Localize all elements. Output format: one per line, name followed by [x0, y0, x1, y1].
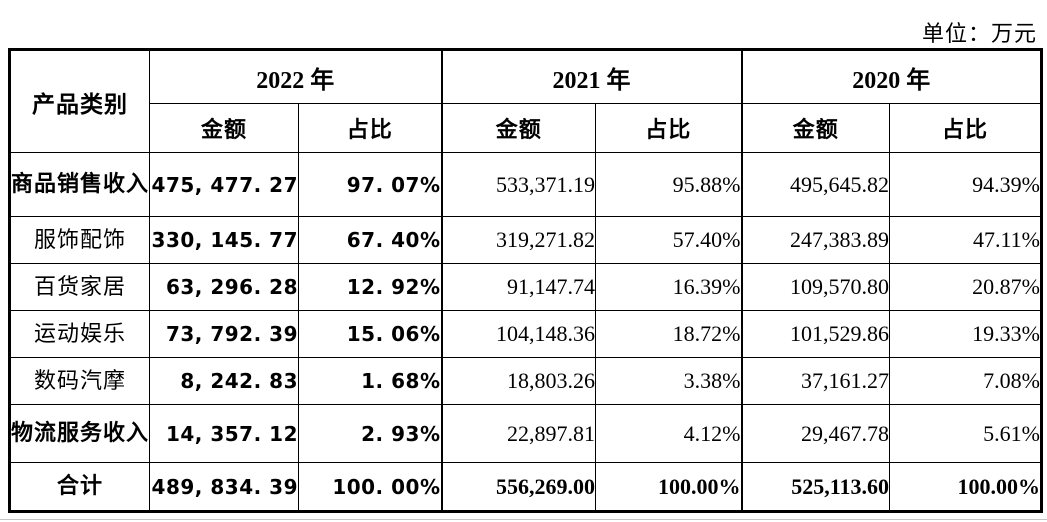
ratio-2021-cell: 3.38%: [595, 357, 742, 405]
corner-header-product-category: 产品类别: [9, 49, 150, 153]
table-row-general-merchandise-home: 百货家居 63, 296. 28 12. 92% 91,147.74 16.39…: [9, 263, 1042, 311]
ratio-2020-cell: 5.61%: [889, 404, 1042, 463]
year-header-2020: 2020 年: [740, 49, 1042, 104]
category-cell: 服饰配饰: [9, 216, 150, 264]
table-row-sports-entertainment: 运动娱乐 73, 792. 39 15. 06% 104,148.36 18.7…: [9, 310, 1042, 358]
ratio-header-2020: 占比: [889, 103, 1042, 153]
category-cell: 商品销售收入: [9, 152, 150, 217]
ratio-2022-cell: 15. 06%: [298, 310, 442, 358]
amount-2021-cell: 533,371.19: [440, 152, 596, 217]
category-cell: 数码汽摩: [9, 357, 150, 405]
year-header-2022: 2022 年: [149, 49, 442, 104]
year-header-2021: 2021 年: [440, 49, 742, 104]
page-bottom-divider: [0, 519, 1047, 520]
amount-2021-cell: 91,147.74: [440, 263, 596, 311]
amount-2022-cell: 73, 792. 39: [149, 310, 299, 358]
ratio-2021-cell: 16.39%: [595, 263, 742, 311]
unit-label: 单位：万元: [921, 21, 1037, 46]
ratio-2021-cell: 18.72%: [595, 310, 742, 358]
amount-2020-cell: 29,467.78: [740, 404, 890, 463]
amount-2020-cell: 525,113.60: [740, 462, 890, 512]
amount-header-2022: 金额: [149, 103, 299, 153]
amount-2022-cell: 475, 477. 27: [149, 152, 299, 217]
category-cell: 百货家居: [9, 263, 150, 311]
amount-2021-cell: 18,803.26: [440, 357, 596, 405]
table-row-digital-auto-moto: 数码汽摩 8, 242. 83 1. 68% 18,803.26 3.38% 3…: [9, 357, 1042, 405]
ratio-2020-cell: 20.87%: [889, 263, 1042, 311]
table-row-apparel-accessories: 服饰配饰 330, 145. 77 67. 40% 319,271.82 57.…: [9, 216, 1042, 264]
table-row-goods-sales-revenue: 商品销售收入 475, 477. 27 97. 07% 533,371.19 9…: [9, 152, 1042, 217]
table-header-years-row: 产品类别 2022 年 2021 年 2020 年: [9, 49, 1042, 153]
ratio-2022-cell: 1. 68%: [298, 357, 442, 405]
amount-2022-cell: 8, 242. 83: [149, 357, 299, 405]
ratio-2022-cell: 2. 93%: [298, 404, 442, 463]
amount-2020-cell: 37,161.27: [740, 357, 890, 405]
ratio-2020-cell: 94.39%: [889, 152, 1042, 217]
amount-2022-cell: 14, 357. 12: [149, 404, 299, 463]
product-category-revenue-table: 产品类别 2022 年 2021 年 2020 年 金额 占比 金额 占比 金额…: [8, 48, 1043, 513]
ratio-2022-cell: 67. 40%: [298, 216, 442, 264]
category-cell: 合计: [9, 462, 150, 512]
amount-2021-cell: 104,148.36: [440, 310, 596, 358]
ratio-2020-cell: 7.08%: [889, 357, 1042, 405]
ratio-2020-cell: 47.11%: [889, 216, 1042, 264]
amount-2020-cell: 101,529.86: [740, 310, 890, 358]
ratio-2020-cell: 100.00%: [889, 462, 1042, 512]
table-row-total: 合计 489, 834. 39 100. 00% 556,269.00 100.…: [9, 462, 1042, 512]
amount-header-2020: 金额: [740, 103, 890, 153]
amount-2020-cell: 495,645.82: [740, 152, 890, 217]
ratio-2021-cell: 100.00%: [595, 462, 742, 512]
ratio-2021-cell: 95.88%: [595, 152, 742, 217]
ratio-header-2022: 占比: [298, 103, 442, 153]
amount-2021-cell: 319,271.82: [440, 216, 596, 264]
ratio-2022-cell: 97. 07%: [298, 152, 442, 217]
table-row-logistics-service-revenue: 物流服务收入 14, 357. 12 2. 93% 22,897.81 4.12…: [9, 404, 1042, 463]
ratio-2021-cell: 4.12%: [595, 404, 742, 463]
amount-2021-cell: 22,897.81: [440, 404, 596, 463]
amount-2022-cell: 489, 834. 39: [149, 462, 299, 512]
category-cell: 运动娱乐: [9, 310, 150, 358]
ratio-2022-cell: 100. 00%: [298, 462, 442, 512]
amount-2022-cell: 330, 145. 77: [149, 216, 299, 264]
amount-2020-cell: 109,570.80: [740, 263, 890, 311]
amount-2021-cell: 556,269.00: [440, 462, 596, 512]
category-cell: 物流服务收入: [9, 404, 150, 463]
ratio-2021-cell: 57.40%: [595, 216, 742, 264]
amount-2022-cell: 63, 296. 28: [149, 263, 299, 311]
ratio-2020-cell: 19.33%: [889, 310, 1042, 358]
ratio-header-2021: 占比: [595, 103, 742, 153]
amount-header-2021: 金额: [440, 103, 596, 153]
ratio-2022-cell: 12. 92%: [298, 263, 442, 311]
amount-2020-cell: 247,383.89: [740, 216, 890, 264]
table-header-sublabels-row: 金额 占比 金额 占比 金额 占比: [10, 103, 1042, 153]
